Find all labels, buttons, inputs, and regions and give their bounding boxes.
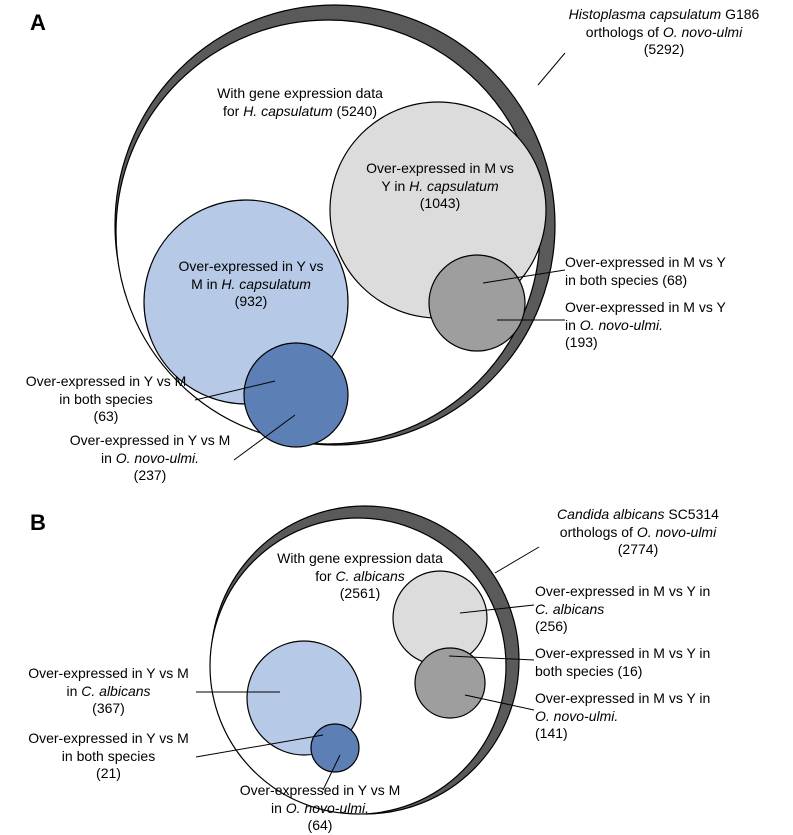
label-a-withdata: With gene expression datafor H. capsulat… xyxy=(185,85,415,120)
label-a-mvy-onovo: Over-expressed in M vs Yin O. novo-ulmi.… xyxy=(565,299,780,352)
label-b-mvy-both: Over-expressed in M vs Y inboth species … xyxy=(535,645,760,680)
label-a-mvy-hcap: Over-expressed in M vsY in H. capsulatum… xyxy=(350,160,530,213)
label-b-yvm-onovo: Over-expressed in Y vs Min O. novo-ulmi.… xyxy=(220,782,420,835)
label-a-mvy-both: Over-expressed in M vs Yin both species … xyxy=(565,254,780,289)
panel-b-label: B xyxy=(30,510,46,536)
label-a-yvm-both: Over-expressed in Y vs Min both species(… xyxy=(16,373,196,426)
figure-container: A B Histoplasma capsulatum G186orthologs… xyxy=(0,0,793,834)
label-b-mvy-onovo: Over-expressed in M vs Y inO. novo-ulmi.… xyxy=(535,690,755,743)
label-b-withdata: With gene expression datafor C. albicans… xyxy=(250,550,470,603)
label-b-yvm-both: Over-expressed in Y vs Min both species(… xyxy=(16,730,201,783)
label-a-yvm-onovo: Over-expressed in Y vs Min O. novo-ulmi.… xyxy=(60,432,240,485)
m-vs-y-onovo xyxy=(429,255,525,351)
label-b-mvy-calb: Over-expressed in M vs Y inC. albicans(2… xyxy=(535,583,755,636)
label-b-outer: Candida albicans SC5314orthologs of O. n… xyxy=(523,506,753,559)
y-vs-m-onovo xyxy=(244,343,348,447)
m-vs-y-onovo-b xyxy=(415,648,485,718)
panel-a-label: A xyxy=(30,10,46,36)
label-a-yvm-hcap: Over-expressed in Y vsM in H. capsulatum… xyxy=(161,258,341,311)
label-a-outer: Histoplasma capsulatum G186orthologs of … xyxy=(549,6,779,59)
label-b-yvm-calb: Over-expressed in Y vs Min C. albicans(3… xyxy=(16,665,201,718)
